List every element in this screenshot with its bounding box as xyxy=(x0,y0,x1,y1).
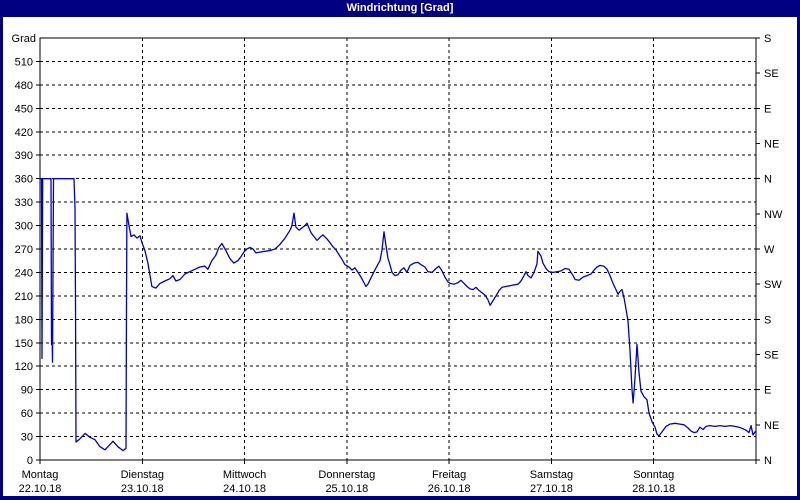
y-left-tick-label: 180 xyxy=(15,314,33,326)
y-left-tick-label: 270 xyxy=(15,244,33,256)
x-axis-day-label: Dienstag xyxy=(121,469,164,481)
x-axis-date-label: 23.10.18 xyxy=(121,483,164,495)
wind-direction-line xyxy=(39,178,757,452)
series xyxy=(39,178,757,452)
y-left-tick-label: 360 xyxy=(15,174,33,186)
x-axis-day-label: Sonntag xyxy=(633,469,674,481)
y-left-tick-label: 150 xyxy=(15,338,33,350)
y-left-tick-label: 120 xyxy=(15,361,33,373)
y-right-tick-label: SE xyxy=(764,68,779,80)
y-left-tick-label: 30 xyxy=(21,432,33,444)
y-left-tick-label: 300 xyxy=(15,221,33,233)
y-axis-unit-label: Grad xyxy=(12,33,36,45)
x-axis-day-label: Samstag xyxy=(530,469,573,481)
x-axis-day-label: Donnerstag xyxy=(318,469,375,481)
x-axis-date-label: 27.10.18 xyxy=(530,483,573,495)
y-right-tick-label: SW xyxy=(764,279,782,291)
x-axis-date-label: 24.10.18 xyxy=(223,483,266,495)
x-axis-day-label: Mittwoch xyxy=(223,469,266,481)
y-left-tick-label: 60 xyxy=(21,408,33,420)
x-axis-day-label: Montag xyxy=(22,469,59,481)
y-left-tick-label: 0 xyxy=(27,455,33,467)
y-right-tick-label: E xyxy=(764,103,771,115)
x-axis-day-label: Freitag xyxy=(432,469,466,481)
y-right-tick-label: S xyxy=(764,314,771,326)
y-left-tick-label: 450 xyxy=(15,103,33,115)
y-left-tick-label: 510 xyxy=(15,56,33,68)
x-axis-date-label: 26.10.18 xyxy=(428,483,471,495)
y-right-tick-label: NE xyxy=(764,139,779,151)
x-axis-date-label: 22.10.18 xyxy=(19,483,62,495)
y-left-tick-label: 480 xyxy=(15,80,33,92)
gridlines xyxy=(40,38,756,460)
y-right-tick-label: NW xyxy=(764,209,783,221)
y-right-tick-label: E xyxy=(764,385,771,397)
y-right-tick-label: NE xyxy=(764,420,779,432)
y-right-tick-label: SE xyxy=(764,350,779,362)
y-right-tick-label: S xyxy=(764,33,771,45)
x-axis: Montag 22.10.18 Dienstag 23.10.18 Mittwoch 24… xyxy=(19,460,757,495)
y-right-tick-label: W xyxy=(764,244,775,256)
y-right-tick-label: N xyxy=(764,174,772,186)
chart-panel xyxy=(3,17,797,496)
y-left-tick-label: 240 xyxy=(15,267,33,279)
y-axis-left: 0 30 60 90 120 150 180 210 240 270 300 330 360 390 420… xyxy=(12,33,40,467)
y-left-tick-label: 210 xyxy=(15,291,33,303)
y-left-tick-label: 420 xyxy=(15,127,33,139)
x-axis-date-label: 25.10.18 xyxy=(325,483,368,495)
y-left-tick-label: 90 xyxy=(21,385,33,397)
y-right-tick-label: N xyxy=(764,455,772,467)
window-title: Windrichtung [Grad] xyxy=(0,0,800,17)
x-axis-date-label: 28.10.18 xyxy=(632,483,675,495)
y-left-tick-label: 330 xyxy=(15,197,33,209)
y-left-tick-label: 390 xyxy=(15,150,33,162)
y-axis-right: N NE E SE S SW W NW N NE E SE S xyxy=(756,33,783,467)
